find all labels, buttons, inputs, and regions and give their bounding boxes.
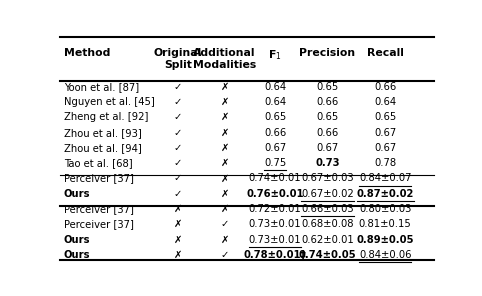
Text: ✗: ✗ — [220, 158, 229, 168]
Text: ✓: ✓ — [174, 173, 182, 184]
Text: Ours: Ours — [64, 250, 91, 260]
Text: ✗: ✗ — [220, 204, 229, 214]
Text: 0.78: 0.78 — [374, 158, 396, 168]
Text: ✓: ✓ — [174, 82, 182, 92]
Text: Perceiver [37]: Perceiver [37] — [64, 173, 134, 184]
Text: 0.81±0.15: 0.81±0.15 — [359, 219, 412, 229]
Text: 0.84±0.07: 0.84±0.07 — [359, 173, 412, 184]
Text: ✓: ✓ — [220, 219, 229, 229]
Text: Recall: Recall — [367, 48, 404, 58]
Text: ✓: ✓ — [174, 128, 182, 138]
Text: ✓: ✓ — [174, 97, 182, 107]
Text: 0.65: 0.65 — [316, 82, 338, 92]
Text: 0.65: 0.65 — [264, 112, 286, 122]
Text: ✓: ✓ — [174, 112, 182, 122]
Text: 0.67: 0.67 — [374, 143, 396, 153]
Text: 0.73: 0.73 — [315, 158, 340, 168]
Text: Perceiver [37]: Perceiver [37] — [64, 219, 134, 229]
Text: ✗: ✗ — [174, 234, 182, 244]
Text: 0.78±0.01‡: 0.78±0.01‡ — [244, 250, 307, 260]
Text: Zheng et al. [92]: Zheng et al. [92] — [64, 112, 148, 122]
Text: 0.62±0.01: 0.62±0.01 — [301, 234, 354, 244]
Text: 0.65: 0.65 — [374, 112, 396, 122]
Text: 0.76±0.01: 0.76±0.01 — [246, 189, 304, 199]
Text: ✗: ✗ — [220, 173, 229, 184]
Text: Method: Method — [64, 48, 110, 58]
Text: F$_1$: F$_1$ — [268, 48, 282, 62]
Text: Ours: Ours — [64, 189, 91, 199]
Text: ✗: ✗ — [174, 219, 182, 229]
Text: ✗: ✗ — [220, 112, 229, 122]
Text: 0.84±0.06: 0.84±0.06 — [359, 250, 412, 260]
Text: ✓: ✓ — [220, 250, 229, 260]
Text: ✗: ✗ — [220, 128, 229, 138]
Text: 0.87±0.02: 0.87±0.02 — [357, 189, 414, 199]
Text: Zhou et al. [94]: Zhou et al. [94] — [64, 143, 142, 153]
Text: 0.64: 0.64 — [264, 97, 286, 107]
Text: ✗: ✗ — [220, 234, 229, 244]
Text: 0.66±0.03: 0.66±0.03 — [301, 204, 354, 214]
Text: ✗: ✗ — [174, 250, 182, 260]
Text: ✓: ✓ — [174, 143, 182, 153]
Text: Precision: Precision — [299, 48, 355, 58]
Text: Yoon et al. [87]: Yoon et al. [87] — [64, 82, 139, 92]
Text: ✓: ✓ — [174, 189, 182, 199]
Text: 0.68±0.08: 0.68±0.08 — [301, 219, 354, 229]
Text: 0.67: 0.67 — [316, 143, 338, 153]
Text: 0.75: 0.75 — [264, 158, 286, 168]
Text: 0.64: 0.64 — [374, 97, 396, 107]
Text: Original
Split: Original Split — [154, 48, 202, 70]
Text: 0.73±0.01: 0.73±0.01 — [249, 234, 301, 244]
Text: 0.66: 0.66 — [374, 82, 396, 92]
Text: 0.65: 0.65 — [316, 112, 338, 122]
Text: 0.66: 0.66 — [264, 128, 286, 138]
Text: 0.89±0.05: 0.89±0.05 — [357, 234, 414, 244]
Text: 0.66: 0.66 — [316, 128, 338, 138]
Text: 0.72±0.01: 0.72±0.01 — [249, 204, 301, 214]
Text: Nguyen et al. [45]: Nguyen et al. [45] — [64, 97, 155, 107]
Text: 0.67: 0.67 — [264, 143, 286, 153]
Text: Tao et al. [68]: Tao et al. [68] — [64, 158, 133, 168]
Text: 0.74±0.01: 0.74±0.01 — [249, 173, 301, 184]
Text: 0.67±0.03: 0.67±0.03 — [301, 173, 354, 184]
Text: 0.64: 0.64 — [264, 82, 286, 92]
Text: 0.80±0.03: 0.80±0.03 — [359, 204, 412, 214]
Text: ✗: ✗ — [220, 189, 229, 199]
Text: Additional
Modalities: Additional Modalities — [193, 48, 256, 70]
Text: Ours: Ours — [64, 234, 91, 244]
Text: ✓: ✓ — [174, 158, 182, 168]
Text: Zhou et al. [93]: Zhou et al. [93] — [64, 128, 142, 138]
Text: ✗: ✗ — [220, 82, 229, 92]
Text: 0.66: 0.66 — [316, 97, 338, 107]
Text: ✗: ✗ — [174, 204, 182, 214]
Text: Perceiver [37]: Perceiver [37] — [64, 204, 134, 214]
Text: 0.74±0.05: 0.74±0.05 — [298, 250, 356, 260]
Text: 0.73±0.01: 0.73±0.01 — [249, 219, 301, 229]
Text: ✗: ✗ — [220, 97, 229, 107]
Text: 0.67: 0.67 — [374, 128, 396, 138]
Text: ✗: ✗ — [220, 143, 229, 153]
Text: 0.67±0.02: 0.67±0.02 — [301, 189, 354, 199]
